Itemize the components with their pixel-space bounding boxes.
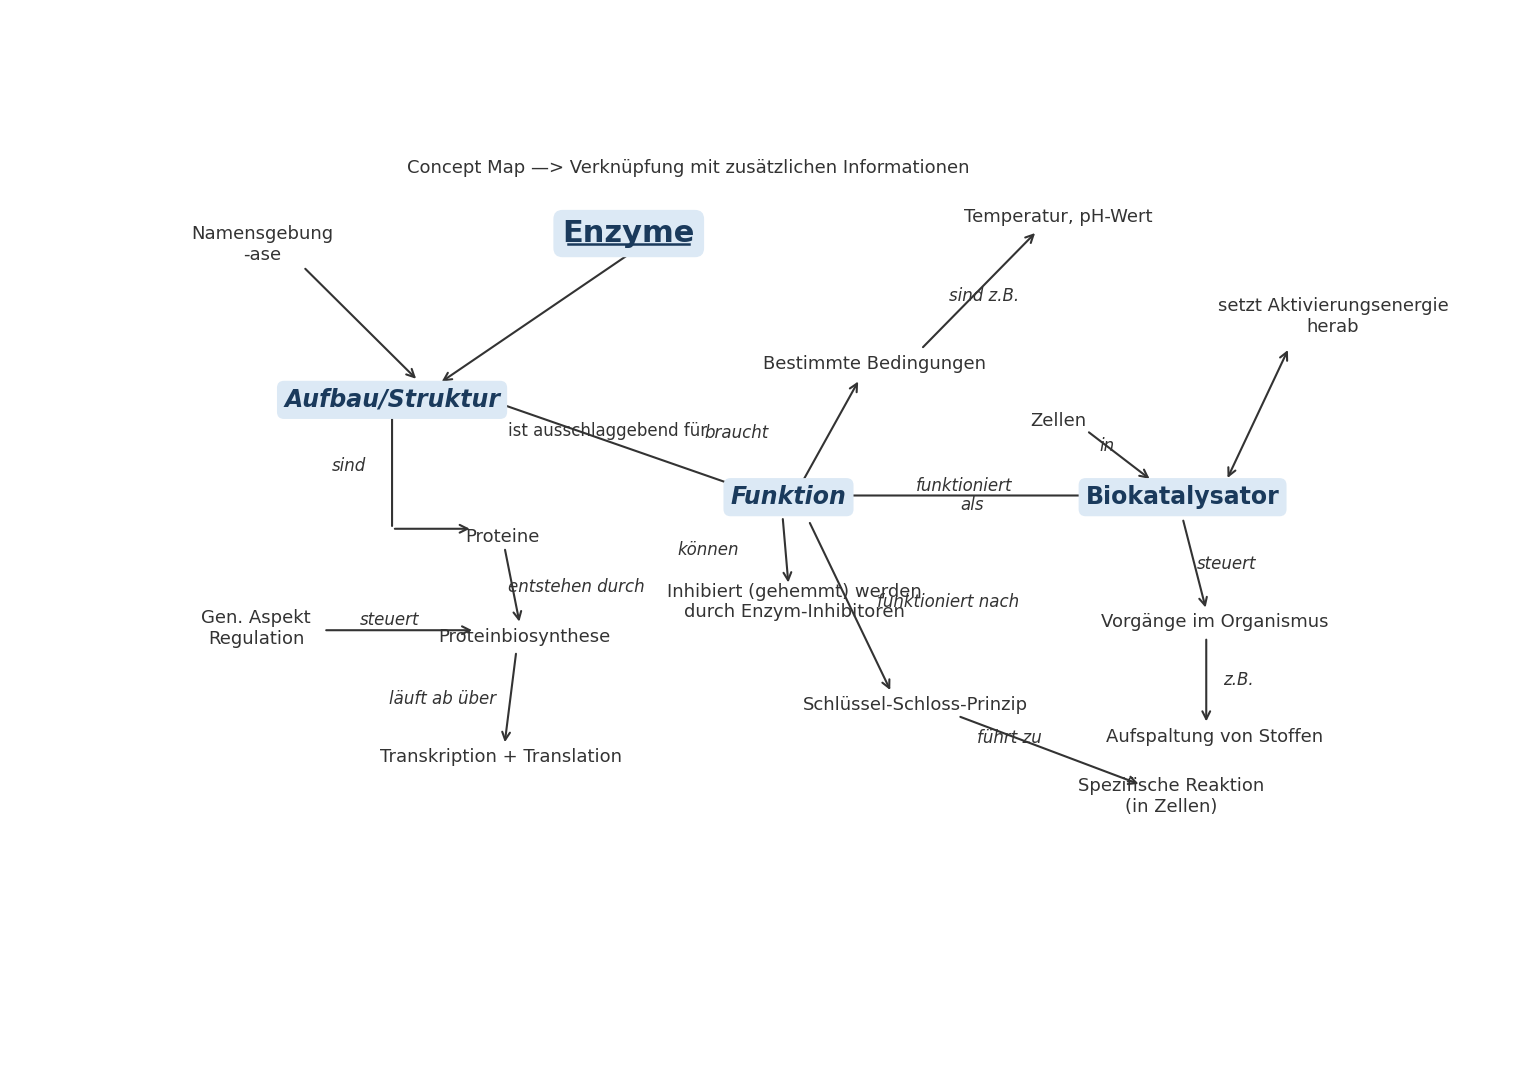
Text: sind z.B.: sind z.B. <box>950 287 1020 305</box>
Text: funktioniert: funktioniert <box>915 476 1012 495</box>
Text: Schlüssel-Schloss-Prinzip: Schlüssel-Schloss-Prinzip <box>803 697 1028 714</box>
Text: Proteinbiosynthese: Proteinbiosynthese <box>438 627 611 646</box>
Text: Transkription + Translation: Transkription + Translation <box>380 748 621 767</box>
Text: Namensgebung
-ase: Namensgebung -ase <box>191 225 333 264</box>
Text: z.B.: z.B. <box>1223 671 1254 689</box>
Text: Vorgänge im Organismus: Vorgänge im Organismus <box>1101 613 1328 631</box>
Text: Funktion: Funktion <box>730 485 846 509</box>
Text: Enzyme: Enzyme <box>562 219 695 248</box>
Text: in: in <box>1099 436 1115 455</box>
Text: Inhibiert (gehemmt) werden
durch Enzym-Inhibitoren: Inhibiert (gehemmt) werden durch Enzym-I… <box>667 582 922 621</box>
Text: Aufspaltung von Stoffen: Aufspaltung von Stoffen <box>1106 728 1322 745</box>
Text: funktioniert nach: funktioniert nach <box>876 593 1020 611</box>
Text: Concept Map —> Verknüpfung mit zusätzlichen Informationen: Concept Map —> Verknüpfung mit zusätzlic… <box>406 159 970 177</box>
Text: können: können <box>678 541 739 558</box>
Text: Zellen: Zellen <box>1031 411 1086 430</box>
Text: braucht: braucht <box>704 424 768 442</box>
Text: läuft ab über: läuft ab über <box>389 690 496 708</box>
Text: steuert: steuert <box>360 611 420 630</box>
Text: Gen. Aspekt
Regulation: Gen. Aspekt Regulation <box>202 609 312 648</box>
Text: Spezifische Reaktion
(in Zellen): Spezifische Reaktion (in Zellen) <box>1078 778 1264 816</box>
Text: setzt Aktivierungsenergie
herab: setzt Aktivierungsenergie herab <box>1217 297 1448 336</box>
Text: Proteine: Proteine <box>464 528 539 546</box>
Text: Temperatur, pH-Wert: Temperatur, pH-Wert <box>964 208 1153 226</box>
Text: steuert: steuert <box>1197 555 1257 572</box>
Text: Bestimmte Bedingungen: Bestimmte Bedingungen <box>764 355 986 373</box>
Text: führt zu: führt zu <box>977 729 1043 747</box>
Text: als: als <box>960 497 983 514</box>
Text: Aufbau/Struktur: Aufbau/Struktur <box>284 388 499 411</box>
Text: sind: sind <box>331 458 366 475</box>
Text: ist ausschlaggebend für: ist ausschlaggebend für <box>508 421 707 440</box>
Text: entstehen durch: entstehen durch <box>508 578 644 596</box>
Text: Biokatalysator: Biokatalysator <box>1086 485 1280 509</box>
